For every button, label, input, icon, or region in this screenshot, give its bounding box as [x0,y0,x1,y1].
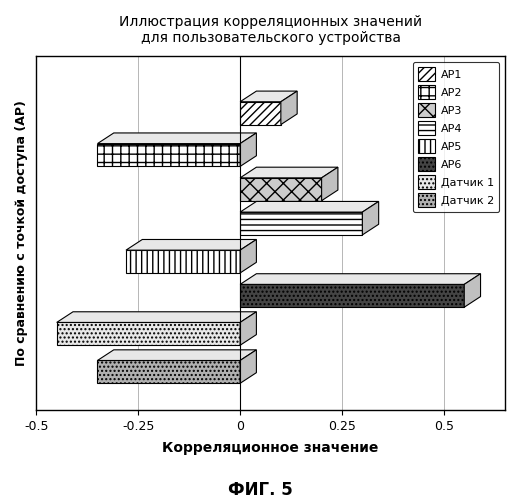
Polygon shape [97,350,256,360]
Title: Иллюстрация корреляционных значений
для пользовательского устройства: Иллюстрация корреляционных значений для … [119,15,422,45]
Polygon shape [240,167,338,178]
Bar [240,178,321,201]
Polygon shape [240,240,256,273]
Polygon shape [240,133,256,166]
Polygon shape [464,274,480,307]
Bar [240,102,281,124]
X-axis label: Корреляционное значение: Корреляционное значение [162,441,379,455]
Polygon shape [97,133,256,143]
Polygon shape [240,274,480,284]
Legend: АР1, АР2, АР3, АР4, АР5, АР6, Датчик 1, Датчик 2: АР1, АР2, АР3, АР4, АР5, АР6, Датчик 1, … [413,62,499,212]
Bar [126,250,240,273]
Polygon shape [126,240,256,250]
Bar [97,360,240,384]
Bar [240,284,464,307]
Bar [240,212,362,235]
Polygon shape [362,202,379,235]
Polygon shape [240,202,379,212]
Polygon shape [240,350,256,384]
Polygon shape [57,312,256,322]
Polygon shape [240,91,297,102]
Y-axis label: По сравнению с точкой доступа (АР): По сравнению с точкой доступа (АР) [15,100,28,366]
Polygon shape [281,91,297,124]
Polygon shape [240,312,256,346]
Bar [57,322,240,345]
Bar [97,144,240,167]
Text: ФИГ. 5: ФИГ. 5 [228,481,292,499]
Polygon shape [321,167,338,200]
